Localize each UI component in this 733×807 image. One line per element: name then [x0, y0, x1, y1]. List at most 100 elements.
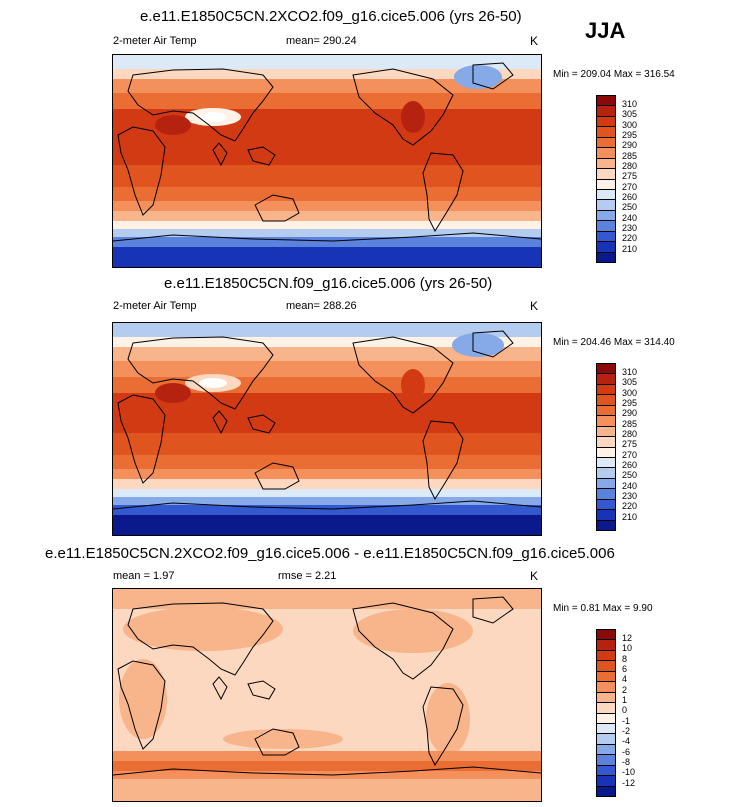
panel-3-swatch	[597, 650, 615, 662]
panel-3-level-label: 6	[622, 664, 628, 674]
panel-1-swatch	[597, 158, 615, 170]
panel-1-title: e.e11.E1850C5CN.2XCO2.f09_g16.cice5.006 …	[140, 8, 522, 25]
panel-2-level-label: 285	[622, 419, 638, 429]
panel-1-swatch	[597, 137, 615, 149]
panel-2-level-label: 270	[622, 450, 638, 460]
panel-1-level-label: 285	[622, 151, 638, 161]
panel-3-map	[112, 588, 542, 802]
panel-2-swatch	[597, 364, 615, 375]
panel-2-level-label: 250	[622, 470, 638, 480]
panel-2-level-label: 280	[622, 429, 638, 439]
panel-2-level-label: 240	[622, 481, 638, 491]
panel-1-swatch	[597, 210, 615, 222]
panel-3-map-field	[113, 589, 541, 801]
panel-1-level-label: 220	[622, 233, 638, 243]
panel-2-level-label: 310	[622, 367, 638, 377]
panel-3-level-label: -2	[622, 726, 631, 736]
panel-3-swatch	[597, 765, 615, 777]
panel-1-unit: K	[530, 34, 539, 48]
panel-3-level-label: 0	[622, 705, 628, 715]
panel-3-level-label: -4	[622, 736, 631, 746]
panel-3-swatch	[597, 703, 615, 714]
panel-2-level-label: 220	[622, 501, 638, 511]
panel-1-level-label: 210	[622, 244, 638, 254]
panel-3-mean: mean = 1.97	[113, 570, 175, 582]
panel-2-swatch	[597, 384, 615, 396]
panel-1-map-field	[113, 55, 541, 267]
panel-2-level-label: 305	[622, 377, 638, 387]
panel-1-level-label: 290	[622, 140, 638, 150]
panel-3-level-label: 2	[622, 685, 628, 695]
panel-2-swatch	[597, 499, 615, 511]
panel-3-level-label: -12	[622, 778, 636, 788]
panel-1-minmax: Min = 209.04 Max = 316.54	[553, 69, 675, 80]
panel-1-swatch	[597, 106, 615, 117]
panel-1-mean: mean= 290.24	[286, 35, 357, 47]
panel-1-level-label: 280	[622, 161, 638, 171]
panel-1-level-label: 270	[622, 182, 638, 192]
panel-1-level-label: 305	[622, 109, 638, 119]
panel-2-minmax: Min = 204.46 Max = 314.40	[553, 337, 675, 348]
panel-3-swatch	[597, 682, 615, 693]
panel-2-map	[112, 322, 542, 536]
panel-1-map	[112, 54, 542, 268]
panel-3-swatch	[597, 786, 615, 796]
panel-3-colorbar	[596, 629, 616, 797]
panel-1-level-label: 230	[622, 223, 638, 233]
panel-2-swatch	[597, 520, 615, 530]
panel-3-swatch	[597, 713, 615, 724]
panel-2-level-label: 295	[622, 398, 638, 408]
panel-1-swatch	[597, 169, 615, 180]
panel-3-swatch	[597, 744, 615, 756]
panel-2-swatch	[597, 489, 615, 500]
panel-1-swatch	[597, 252, 615, 262]
panel-1-swatch	[597, 242, 615, 253]
panel-1-swatch	[597, 189, 615, 201]
panel-3-swatch	[597, 661, 615, 672]
panel-1-swatch	[597, 116, 615, 128]
panel-3-unit: K	[530, 569, 539, 583]
panel-2-colorbar	[596, 363, 616, 531]
panel-3-level-label: 12	[622, 633, 633, 643]
panel-1-swatch	[597, 179, 615, 190]
panel-3-swatch	[597, 630, 615, 641]
panel-2-level-label: 275	[622, 439, 638, 449]
panel-3-swatch	[597, 692, 615, 704]
panel-2-swatch	[597, 426, 615, 438]
panel-3-rmse: rmse = 2.21	[278, 570, 337, 582]
panel-1-swatch	[597, 221, 615, 232]
panel-2-swatch	[597, 437, 615, 448]
panel-3-level-label: -10	[622, 767, 636, 777]
panel-1-swatch	[597, 231, 615, 243]
panel-3-level-label: -1	[622, 716, 631, 726]
panel-1-swatch	[597, 127, 615, 138]
panel-2-swatch	[597, 468, 615, 479]
panel-2-level-label: 300	[622, 388, 638, 398]
panel-2-level-label: 260	[622, 460, 638, 470]
panel-3-swatch	[597, 734, 615, 745]
panel-3-level-label: 4	[622, 674, 628, 684]
panel-1-level-label: 260	[622, 192, 638, 202]
panel-3-swatch	[597, 755, 615, 766]
panel-2-swatch	[597, 405, 615, 417]
panel-2-mean: mean= 288.26	[286, 300, 357, 312]
panel-1-level-label: 310	[622, 99, 638, 109]
panel-3-level-label: -8	[622, 757, 631, 767]
panel-1-level-label: 300	[622, 120, 638, 130]
panel-1-colorbar	[596, 95, 616, 263]
panel-2-unit: K	[530, 299, 539, 313]
panel-2-swatch	[597, 457, 615, 469]
panel-2-swatch	[597, 416, 615, 427]
panel-3-level-label: 10	[622, 643, 633, 653]
panel-3-title: e.e11.E1850C5CN.2XCO2.f09_g16.cice5.006 …	[45, 545, 615, 562]
panel-1-level-label: 275	[622, 171, 638, 181]
panel-2-swatch	[597, 510, 615, 521]
panel-3-level-label: -6	[622, 747, 631, 757]
panel-2-map-field	[113, 323, 541, 535]
panel-3-minmax: Min = 0.81 Max = 9.90	[553, 603, 653, 614]
panel-1-swatch	[597, 200, 615, 211]
panel-1-swatch	[597, 96, 615, 107]
panel-2-swatch	[597, 478, 615, 490]
panel-3-swatch	[597, 640, 615, 651]
panel-1-level-label: 250	[622, 202, 638, 212]
